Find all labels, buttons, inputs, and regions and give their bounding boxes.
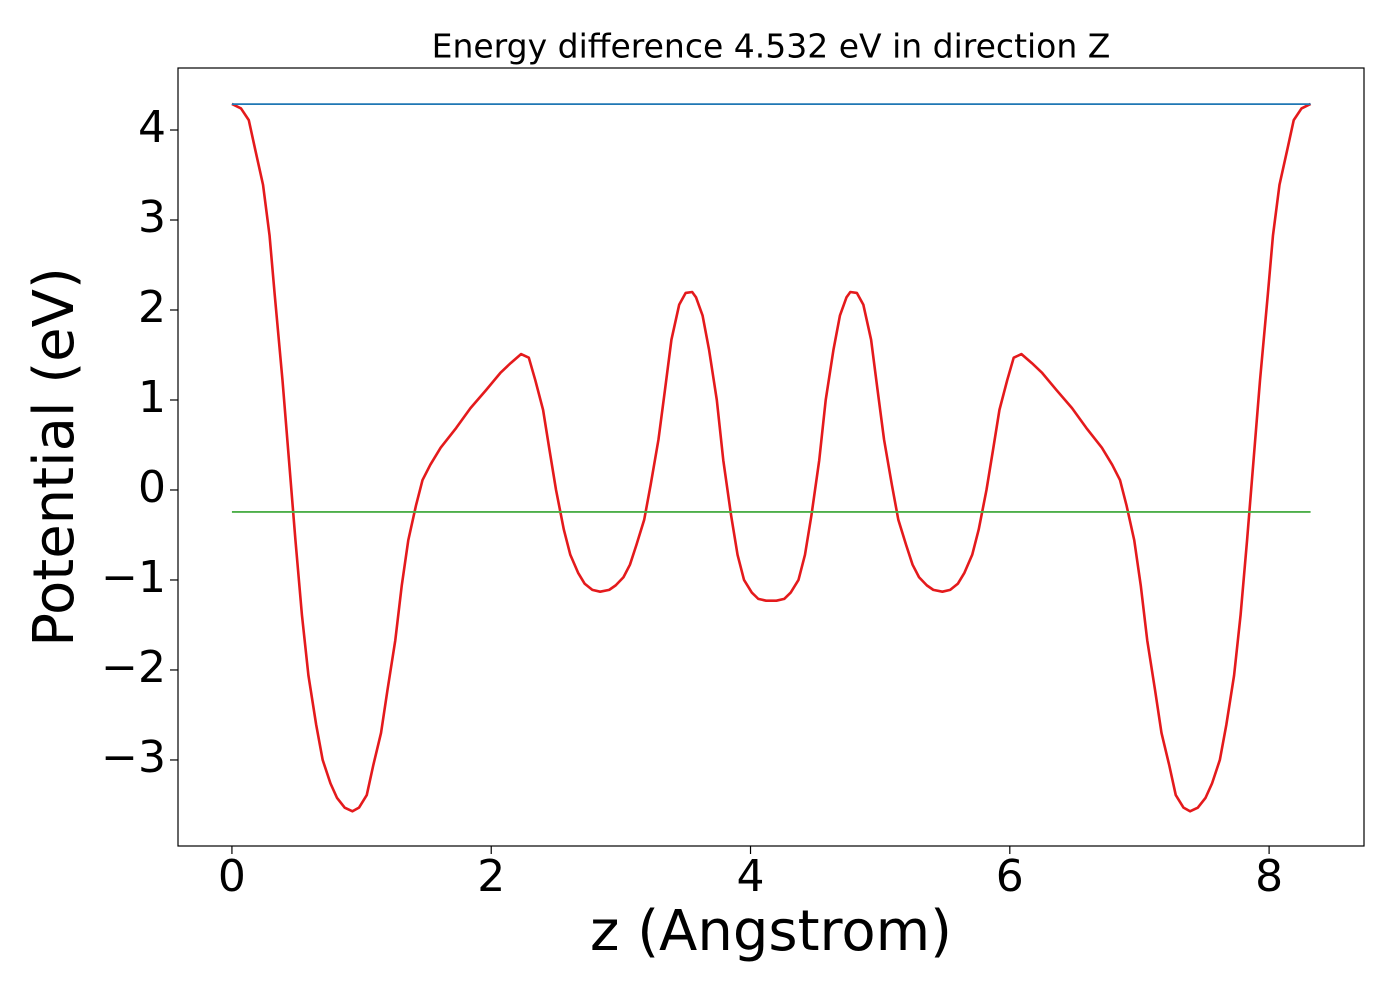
y-tick-label: 3 (138, 192, 166, 243)
y-tick-label: 4 (138, 102, 166, 153)
data-line (231, 102, 1312, 813)
y-tick-label: 2 (138, 282, 166, 333)
plot-frame (177, 67, 1365, 847)
y-tick-label: 0 (138, 462, 166, 513)
y-tick-label: −3 (101, 732, 166, 783)
x-tick-label: 6 (996, 851, 1024, 902)
y-tick-label: 1 (138, 372, 166, 423)
y-tick-label: −2 (101, 642, 166, 693)
y-tick-label: −1 (101, 552, 166, 603)
chart-title: Energy difference 4.532 eV in direction … (432, 27, 1111, 66)
x-tick-label: 2 (477, 851, 505, 902)
x-axis-label: z (Angstrom) (590, 899, 952, 964)
x-tick-label: 8 (1255, 851, 1283, 902)
x-tick-label: 4 (737, 851, 765, 902)
x-tick-label: 0 (218, 851, 246, 902)
y-axis-label: Potential (eV) (22, 267, 87, 647)
